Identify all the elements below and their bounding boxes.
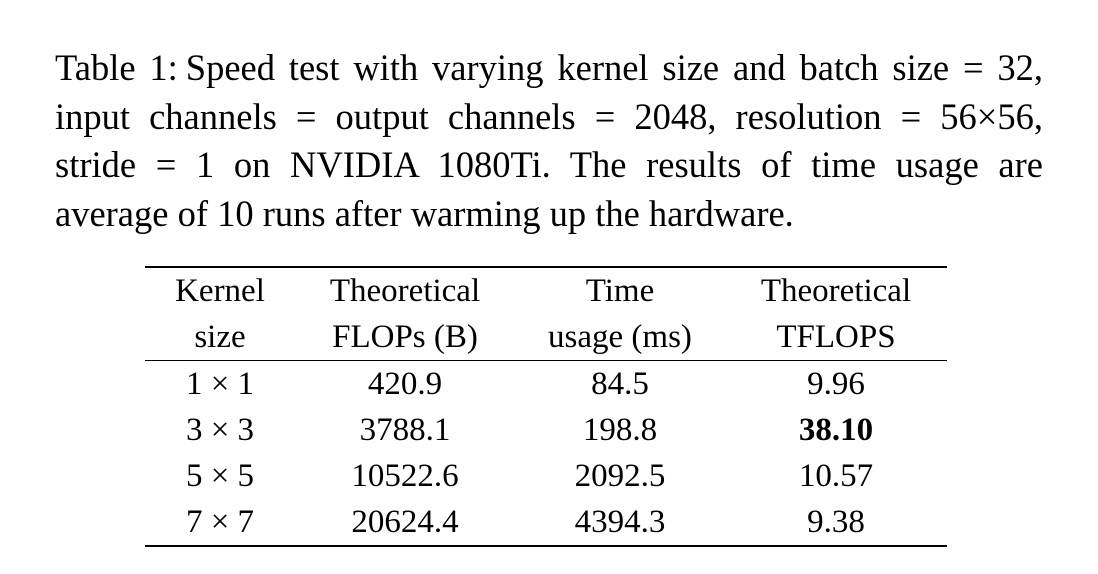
- tflops-cell: 9.96: [807, 365, 865, 402]
- header-cell: Time: [515, 266, 725, 314]
- tflops-cell: 9.38: [725, 499, 947, 547]
- speed-test-table: Kernel Theoretical Time Theoretical size…: [145, 266, 947, 547]
- header-cell: size: [145, 314, 295, 361]
- kernel-size-cell: 7 × 7: [145, 499, 295, 547]
- table-row: 7 × 7 20624.4 4394.3 9.38: [145, 499, 947, 547]
- header-cell: FLOPs (B): [295, 314, 515, 361]
- header-cell: Theoretical: [725, 266, 947, 314]
- table-caption: Table 1: Speed test with varying kernel s…: [55, 44, 1043, 238]
- kernel-size-cell: 3 × 3: [185, 411, 255, 448]
- caption-label: Table 1:: [55, 47, 178, 88]
- kernel-size-cell: 5 × 5: [185, 457, 255, 494]
- time-usage-cell: 84.5: [591, 365, 649, 402]
- kernel-size-cell: 1 × 1: [185, 365, 255, 402]
- header-cell: usage (ms): [515, 314, 725, 361]
- table-row: 1 × 1 420.9 84.5 9.96: [145, 361, 947, 408]
- flops-cell: 420.9: [367, 365, 443, 402]
- table-row: 5 × 5 10522.6 2092.5 10.57: [145, 453, 947, 499]
- tflops-cell-best: 38.10: [798, 411, 874, 448]
- flops-cell: 10522.6: [351, 457, 459, 494]
- flops-cell: 20624.4: [295, 499, 515, 547]
- time-usage-cell: 198.8: [582, 411, 658, 448]
- time-usage-cell: 4394.3: [515, 499, 725, 547]
- table-row: 3 × 3 3788.1 198.8 38.10: [145, 407, 947, 453]
- flops-cell: 3788.1: [359, 411, 451, 448]
- header-row: Kernel Theoretical Time Theoretical: [145, 266, 947, 314]
- header-row: size FLOPs (B) usage (ms) TFLOPS: [145, 314, 947, 361]
- tflops-cell: 10.57: [798, 457, 874, 494]
- header-cell: Kernel: [145, 266, 295, 314]
- header-cell: Theoretical: [295, 266, 515, 314]
- header-cell: TFLOPS: [725, 314, 947, 361]
- caption-text: Speed test with varying kernel size and …: [55, 47, 1043, 234]
- time-usage-cell: 2092.5: [574, 457, 666, 494]
